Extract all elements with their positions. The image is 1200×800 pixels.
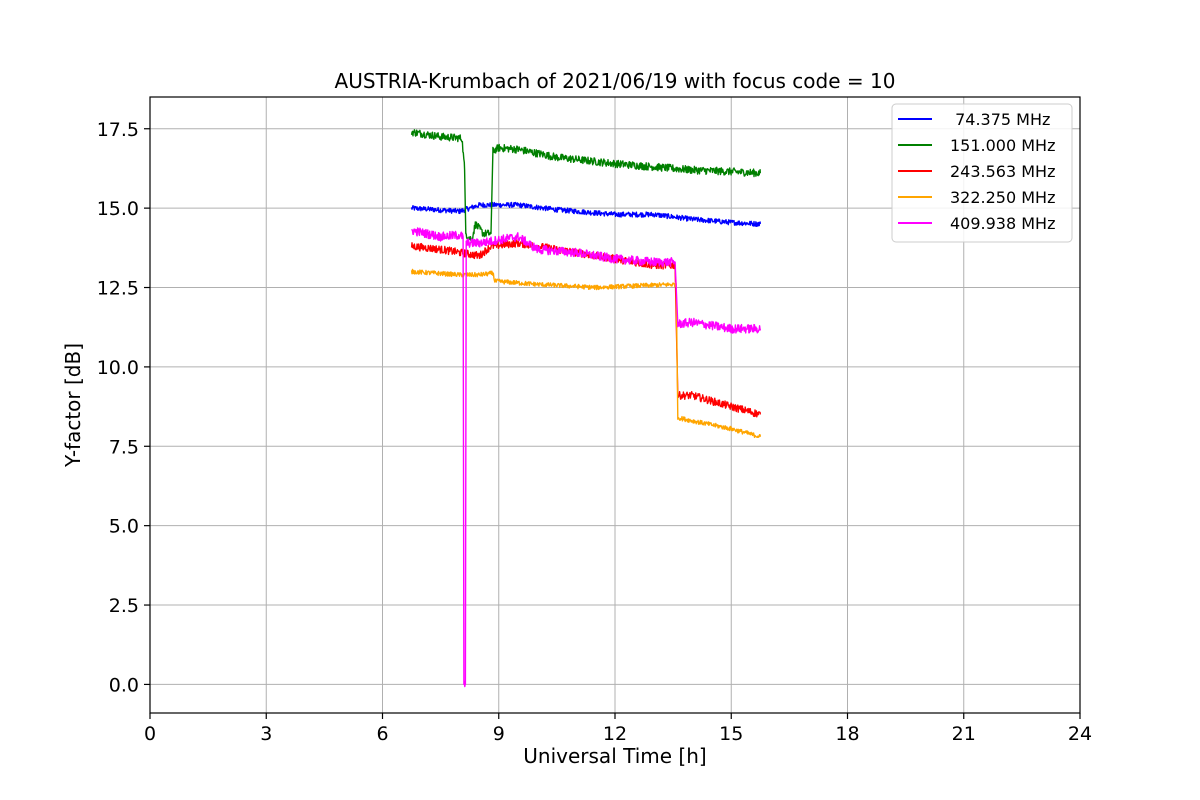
tick-layer: 0 3 6 9 12 15 18 21 24 0.0 2.5 5.0 7.5 10.0 12.5 15.0 17… — [97, 119, 1092, 745]
x-tick-label: 15 — [719, 723, 743, 745]
legend-label: 409.938 MHz — [950, 214, 1055, 233]
series-line-1 — [410, 129, 761, 242]
y-tick-label: 7.5 — [109, 436, 139, 458]
y-tick-label: 17.5 — [97, 119, 139, 141]
y-axis-label: Y-factor [dB] — [61, 343, 85, 468]
series-line-4 — [411, 227, 761, 688]
series-layer — [410, 129, 761, 688]
legend-frame — [891, 103, 1073, 243]
y-tick-label: 0.0 — [109, 674, 139, 696]
y-tick-label: 10.0 — [97, 357, 139, 379]
x-tick-label: 0 — [144, 723, 156, 745]
legend-label: 151.000 MHz — [950, 136, 1055, 155]
legend: 74.375 MHz 151.000 MHz 243.563 MHz 322.250 … — [891, 103, 1073, 243]
series-line-0 — [410, 201, 761, 227]
x-tick-label: 3 — [260, 723, 272, 745]
legend-label: 243.563 MHz — [950, 162, 1055, 181]
y-tick-label: 5.0 — [109, 516, 139, 538]
legend-label: 322.250 MHz — [950, 188, 1055, 207]
y-tick-label: 2.5 — [109, 595, 139, 617]
chart-title: AUSTRIA-Krumbach of 2021/06/19 with focu… — [335, 69, 896, 93]
x-tick-label: 9 — [493, 723, 505, 745]
x-axis-label: Universal Time [h] — [523, 744, 706, 768]
y-tick-label: 15.0 — [97, 198, 139, 220]
x-tick-label: 12 — [603, 723, 627, 745]
x-tick-label: 21 — [952, 723, 976, 745]
x-tick-label: 24 — [1068, 723, 1092, 745]
legend-label: 74.375 MHz — [950, 110, 1050, 129]
series-line-3 — [410, 268, 761, 438]
x-tick-label: 18 — [835, 723, 859, 745]
y-tick-label: 12.5 — [97, 278, 139, 300]
x-tick-label: 6 — [376, 723, 388, 745]
series-line-2 — [410, 238, 761, 418]
